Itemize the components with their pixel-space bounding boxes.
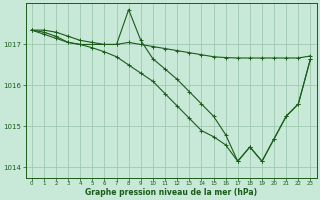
- X-axis label: Graphe pression niveau de la mer (hPa): Graphe pression niveau de la mer (hPa): [85, 188, 257, 197]
